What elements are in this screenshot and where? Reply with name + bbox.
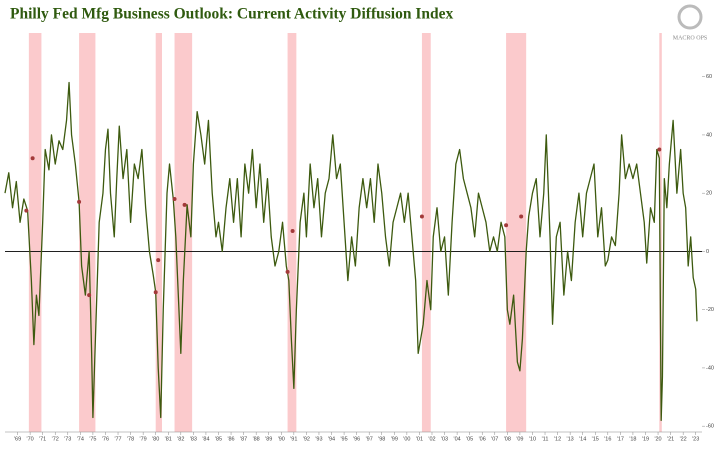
x-tick-label: '13 — [567, 436, 574, 442]
x-tick-label: '92 — [303, 436, 310, 442]
marker-dot — [182, 202, 187, 207]
y-tick-label: -60 — [706, 424, 714, 430]
x-tick-label: '86 — [227, 436, 234, 442]
x-tick-label: '75 — [89, 436, 96, 442]
chart-title: Philly Fed Mfg Business Outlook: Current… — [10, 6, 453, 23]
marker-dot — [87, 293, 92, 298]
marker-dot — [30, 156, 35, 161]
x-tick-label: '23 — [692, 436, 699, 442]
x-tick-label: '17 — [617, 436, 624, 442]
recession-band — [155, 33, 162, 432]
logo-mark — [677, 4, 703, 30]
logo-text: MACRO OPS — [673, 35, 708, 41]
marker-dot — [290, 229, 295, 234]
recession-band — [174, 33, 193, 432]
x-tick-label: '82 — [177, 436, 184, 442]
x-tick-label: '15 — [592, 436, 599, 442]
x-tick-label: '81 — [165, 436, 172, 442]
x-tick-label: '88 — [253, 436, 260, 442]
x-tick-label: '22 — [680, 436, 687, 442]
marker-dot — [657, 147, 662, 152]
x-tick-label: '95 — [340, 436, 347, 442]
x-tick-label: '10 — [529, 436, 536, 442]
x-tick-label: '78 — [127, 436, 134, 442]
x-tick-label: '05 — [466, 436, 473, 442]
recession-band — [79, 33, 96, 432]
x-tick-label: '90 — [278, 436, 285, 442]
x-tick-label: '99 — [391, 436, 398, 442]
marker-dot — [419, 214, 424, 219]
x-tick-label: '03 — [441, 436, 448, 442]
x-tick-label: '70 — [27, 436, 34, 442]
y-tick-label: 40 — [706, 132, 712, 138]
x-tick-label: '79 — [140, 436, 147, 442]
x-tick-label: '16 — [604, 436, 611, 442]
x-tick-label: '01 — [416, 436, 423, 442]
recession-band — [421, 33, 431, 432]
x-tick-label: '85 — [215, 436, 222, 442]
x-tick-label: '80 — [152, 436, 159, 442]
x-tick-label: '91 — [290, 436, 297, 442]
recession-band — [506, 33, 527, 432]
x-tick-label: '02 — [428, 436, 435, 442]
recession-band — [659, 33, 662, 432]
x-tick-label: '07 — [491, 436, 498, 442]
y-tick-label: 0 — [706, 249, 709, 255]
x-tick-label: '69 — [14, 436, 21, 442]
marker-dot — [172, 197, 177, 202]
x-tick-label: '06 — [479, 436, 486, 442]
y-tick-label: 20 — [706, 191, 712, 197]
x-tick-label: '87 — [240, 436, 247, 442]
marker-dot — [285, 269, 290, 274]
x-tick-label: '08 — [504, 436, 511, 442]
y-tick-label: -40 — [706, 365, 714, 371]
marker-dot — [77, 199, 82, 204]
x-tick-label: '98 — [378, 436, 385, 442]
x-tick-label: '73 — [64, 436, 71, 442]
x-tick-label: '71 — [39, 436, 46, 442]
x-tick-label: '04 — [454, 436, 461, 442]
x-tick-label: '77 — [114, 436, 121, 442]
x-tick-label: '20 — [654, 436, 661, 442]
x-tick-label: '93 — [315, 436, 322, 442]
x-tick-label: '14 — [579, 436, 586, 442]
marker-dot — [153, 290, 158, 295]
marker-dot — [24, 208, 29, 213]
x-tick-label: '84 — [202, 436, 209, 442]
x-tick-label: '00 — [403, 436, 410, 442]
x-tick-label: '18 — [629, 436, 636, 442]
x-tick-label: '11 — [542, 436, 549, 442]
x-tick-label: '21 — [667, 436, 674, 442]
x-tick-label: '96 — [353, 436, 360, 442]
x-tick-label: '76 — [102, 436, 109, 442]
x-tick-label: '89 — [265, 436, 272, 442]
x-tick-label: '12 — [554, 436, 561, 442]
y-tick-label: -20 — [706, 307, 714, 313]
marker-dot — [156, 258, 161, 263]
data-line — [4, 81, 698, 421]
y-tick-label: 60 — [706, 74, 712, 80]
recession-band — [28, 33, 42, 432]
x-tick-label: '74 — [77, 436, 84, 442]
x-tick-label: '97 — [366, 436, 373, 442]
x-tick-label: '09 — [516, 436, 523, 442]
x-tick-label: '72 — [52, 436, 59, 442]
marker-dot — [519, 214, 524, 219]
x-tick-label: '83 — [190, 436, 197, 442]
marker-dot — [504, 223, 509, 228]
x-tick-label: '94 — [328, 436, 335, 442]
x-tick-label: '19 — [642, 436, 649, 442]
